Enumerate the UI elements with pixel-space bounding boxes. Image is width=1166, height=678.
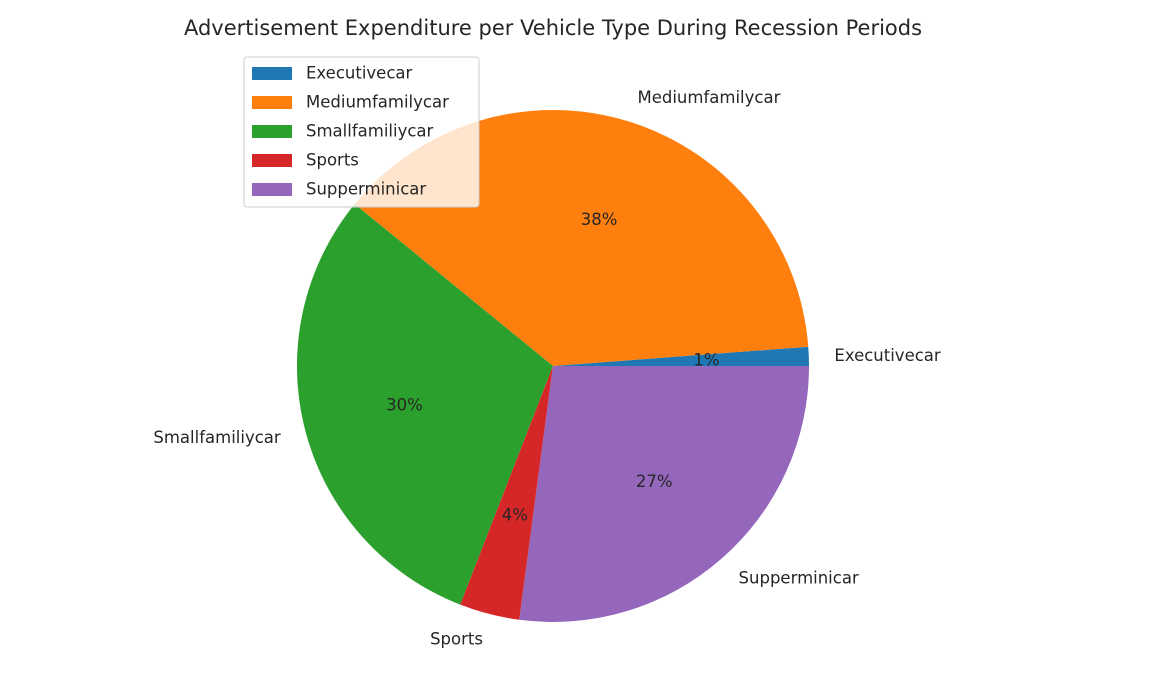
- slice-label-sports: Sports: [430, 629, 483, 648]
- slice-labels: Executivecar Mediumfamilycar Smallfamiliyc…: [153, 88, 941, 648]
- percent-label-supperminicar: 27%: [636, 472, 673, 491]
- pie-slice-sports: [460, 366, 553, 620]
- percent-label-mediumfamilycar: 38%: [581, 210, 618, 229]
- legend-frame: [243, 56, 480, 208]
- legend-label-supperminicar: Supperminicar: [306, 180, 426, 199]
- legend-label-executivecar: Executivecar: [306, 64, 413, 83]
- legend: Executivecar Mediumfamilycar Smallfamiliyc…: [243, 56, 480, 208]
- legend-swatch-mediumfamilycar: [252, 96, 292, 109]
- pie-slice-executivecar: [553, 346, 809, 366]
- percent-label-sports: 4%: [502, 505, 528, 524]
- percent-label-smallfamiliycar: 30%: [386, 396, 423, 415]
- legend-swatch-sports: [252, 154, 292, 167]
- legend-label-sports: Sports: [306, 151, 359, 170]
- slice-label-smallfamiliycar: Smallfamiliycar: [153, 428, 281, 447]
- legend-label-smallfamiliycar: Smallfamiliycar: [306, 122, 434, 141]
- pie-slice-smallfamiliycar: [297, 204, 553, 605]
- slice-label-supperminicar: Supperminicar: [739, 568, 859, 587]
- slice-label-mediumfamilycar: Mediumfamilycar: [637, 88, 780, 107]
- slice-label-executivecar: Executivecar: [834, 346, 941, 365]
- chart-title: Advertisement Expenditure per Vehicle Ty…: [184, 16, 922, 40]
- percent-label-executivecar: 1%: [693, 351, 719, 370]
- legend-swatch-smallfamiliycar: [252, 125, 292, 138]
- legend-swatch-supperminicar: [252, 183, 292, 196]
- legend-swatch-executivecar: [252, 67, 292, 80]
- pie-slice-supperminicar: [519, 366, 809, 623]
- percent-labels: 1% 38% 30% 4% 27%: [386, 210, 719, 524]
- legend-label-mediumfamilycar: Mediumfamilycar: [306, 93, 449, 112]
